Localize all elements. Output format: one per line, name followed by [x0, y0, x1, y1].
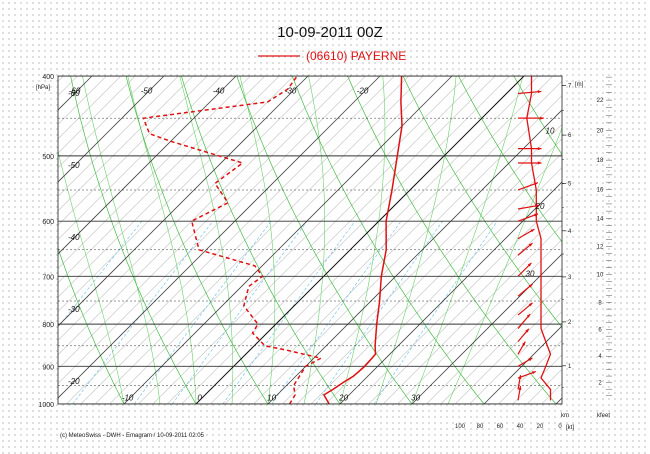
wind-speed-label: 10: [546, 127, 555, 136]
wind-barb-head: [538, 73, 542, 76]
hatch-line: [585, 76, 650, 404]
height-unit-m: [m]: [575, 82, 584, 88]
hatch-line: [570, 76, 650, 404]
wind-axis-label: 100: [455, 424, 466, 430]
dry-adiabat-line: [0, 76, 52, 404]
wind-axis-label: 0: [558, 424, 562, 430]
height-label-kfeet-value: 18: [597, 158, 604, 164]
wind-barb: [518, 73, 541, 76]
height-label-km-value: 5: [568, 182, 572, 188]
height-label-km-value: 7: [568, 83, 572, 89]
chart-title: 10-09-2011 00Z: [277, 24, 383, 41]
height-label-km-value: 6: [568, 133, 572, 139]
y-axis-unit: [hPa]: [36, 85, 50, 91]
wind-axis-label: 40: [517, 424, 524, 430]
pressure-tick-label: 700: [42, 274, 54, 281]
pressure-tick-label: 800: [42, 322, 54, 329]
height-label-kfeet: kfeet: [597, 413, 610, 419]
isotherm-label-left: -30: [68, 305, 80, 314]
isotherm-label-bottom: -10: [122, 393, 134, 402]
height-label-kfeet-value: 10: [597, 273, 604, 279]
hatch-line: [599, 76, 650, 404]
isotherm-line: [556, 76, 650, 404]
height-label-km-value: 2: [568, 320, 572, 326]
wind-axis-unit: [kt]: [566, 425, 574, 431]
pressure-tick-label: 900: [42, 364, 54, 371]
pressure-tick-label: 600: [42, 219, 54, 226]
dry-adiabat-line: [625, 76, 650, 404]
height-label-km: km: [561, 413, 569, 419]
height-label-kfeet-value: 12: [597, 245, 604, 251]
wind-axis-label: 80: [477, 424, 484, 430]
isotherm-label-bottom: 30: [411, 393, 420, 402]
isotherm-label-top: -40: [213, 86, 225, 95]
plot-area: -60-50-40-30-20-10 0 10 20 30-60 -50 -40 -30 -20: [0, 73, 650, 404]
wind-speed-label: 20: [535, 202, 545, 211]
wind-axis-label: 60: [497, 424, 504, 430]
height-label-kfeet-value: 6: [598, 327, 602, 333]
hatch-line: [0, 76, 34, 404]
pressure-tick-label: 400: [42, 74, 54, 81]
wind-axis-label: 20: [537, 424, 544, 430]
height-label-km-value: 3: [568, 275, 572, 281]
isotherm-label-left: -20: [68, 377, 80, 386]
pressure-tick-label: 1000: [38, 402, 54, 409]
height-label-kfeet-value: 8: [598, 300, 602, 306]
height-label-km-value: 4: [568, 229, 572, 235]
height-label-kfeet-value: 4: [598, 354, 602, 360]
isotherm-label-top: -30: [285, 86, 297, 95]
copyright-footer: (c) MeteoSwiss - DWH - Emagram / 10-09-2…: [60, 433, 205, 439]
isotherm-label-left: -50: [68, 161, 80, 170]
isotherm-label-top: -50: [141, 86, 153, 95]
hatch-line: [0, 76, 63, 404]
dry-adiabat-line: [569, 76, 650, 404]
wind-speed-label: 30: [526, 269, 535, 278]
isotherm-label-top: -60: [69, 86, 81, 95]
height-label-kfeet-value: 14: [597, 216, 604, 222]
hatch-line: [0, 76, 49, 404]
isotherm-label-left: -40: [68, 233, 80, 242]
isotherm-line: [0, 76, 20, 404]
isotherm-label-bottom: 20: [338, 393, 348, 402]
legend-station-label: (06610) PAYERNE: [306, 49, 406, 63]
pressure-tick-label: 500: [42, 154, 54, 161]
isotherm-label-top: -20: [357, 86, 369, 95]
height-label-kfeet-value: 16: [597, 187, 604, 193]
height-label-kfeet-value: 2: [598, 381, 602, 387]
chart-header: 10-09-2011 00Z (06610) PAYERNE: [258, 24, 406, 63]
height-label-kfeet-value: 20: [597, 128, 604, 134]
height-label-kfeet-value: 22: [597, 98, 604, 104]
height-label-km-value: 1: [568, 364, 572, 370]
isotherm-label-bottom: 10: [267, 393, 276, 402]
isotherm-label-bottom: 0: [197, 393, 202, 402]
plot-background: [58, 76, 562, 404]
